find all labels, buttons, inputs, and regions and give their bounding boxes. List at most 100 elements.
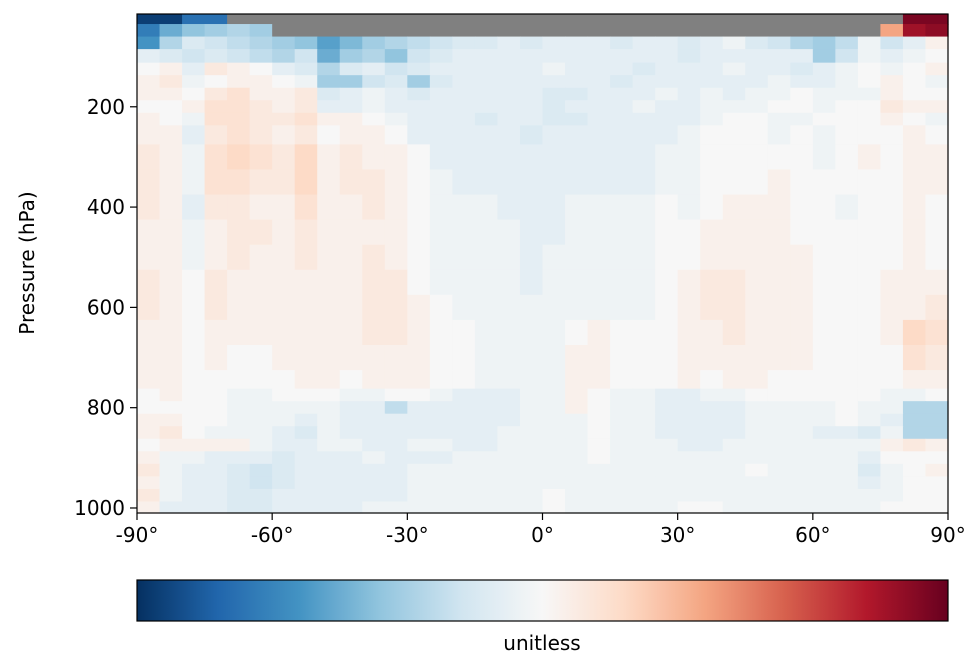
missing-cell (700, 14, 724, 25)
heatmap-cell (925, 501, 949, 514)
heatmap-cell (137, 426, 161, 440)
heatmap-cell (249, 75, 273, 89)
heatmap-cell (880, 144, 904, 171)
heatmap-cell (497, 112, 521, 126)
heatmap-cell (384, 426, 408, 440)
heatmap-cell (339, 501, 363, 514)
missing-cell (835, 14, 859, 25)
heatmap-cell (452, 219, 476, 246)
heatmap-cell (677, 87, 701, 101)
heatmap-cell (384, 244, 408, 271)
heatmap-cell (204, 169, 228, 196)
missing-cell (700, 24, 724, 38)
heatmap-cell (835, 62, 859, 76)
heatmap-cell (790, 401, 814, 415)
heatmap-cell (452, 294, 476, 321)
heatmap-cell (182, 388, 206, 402)
heatmap-cell (227, 244, 251, 271)
heatmap-cell (587, 87, 611, 101)
heatmap-cell (700, 413, 724, 427)
heatmap-cell (362, 244, 386, 271)
heatmap-cell (227, 426, 251, 440)
heatmap-cell (249, 244, 273, 271)
heatmap-cell (137, 413, 161, 427)
heatmap-cell (407, 488, 431, 503)
heatmap-cell (835, 244, 859, 271)
heatmap-cell (317, 426, 341, 440)
heatmap-cell (227, 112, 251, 126)
missing-cell (655, 24, 679, 38)
heatmap-cell (632, 112, 656, 126)
heatmap-cell (632, 49, 656, 64)
missing-cell (632, 14, 656, 25)
heatmap-cell (542, 49, 566, 64)
heatmap-cell (790, 438, 814, 452)
heatmap-cell (565, 463, 589, 477)
heatmap-cell (542, 169, 566, 196)
heatmap-cell (137, 144, 161, 171)
heatmap-cell (700, 219, 724, 246)
heatmap-cell (317, 244, 341, 271)
heatmap-cell (677, 319, 701, 346)
heatmap-cell (857, 476, 882, 490)
heatmap-cell (294, 62, 318, 76)
heatmap-cell (925, 125, 949, 145)
missing-cell (655, 14, 679, 25)
heatmap-cell (745, 501, 769, 514)
heatmap-cell (339, 125, 363, 145)
heatmap-cell (565, 388, 589, 402)
heatmap-cell (812, 488, 836, 503)
heatmap-cell (497, 194, 521, 221)
heatmap-cell (204, 401, 228, 415)
heatmap-cell (204, 451, 228, 465)
heatmap-cell (857, 501, 882, 514)
heatmap-cell (182, 87, 206, 101)
heatmap-cell (925, 36, 949, 50)
heatmap-cell (182, 62, 206, 76)
heatmap-cell (204, 75, 228, 89)
heatmap-cell (294, 219, 318, 246)
heatmap-cell (565, 112, 589, 126)
heatmap-cell (880, 125, 904, 145)
heatmap-cell (610, 294, 634, 321)
missing-cell (384, 24, 408, 38)
missing-cell (790, 14, 814, 25)
heatmap-cell (835, 426, 859, 440)
heatmap-cell (677, 144, 701, 171)
heatmap-cell (362, 426, 386, 440)
heatmap-cell (835, 488, 859, 503)
heatmap-cell (407, 219, 431, 246)
heatmap-cell (565, 413, 589, 427)
heatmap-cell (767, 49, 791, 64)
missing-cell (519, 14, 544, 25)
heatmap-cell (722, 388, 746, 402)
heatmap-cell (272, 100, 296, 114)
heatmap-cell (474, 370, 499, 390)
heatmap-cell (857, 125, 882, 145)
heatmap-cell (812, 75, 836, 89)
heatmap-cell (249, 488, 273, 503)
heatmap-cell (384, 169, 408, 196)
heatmap-cell (542, 244, 566, 271)
heatmap-cell (745, 75, 769, 89)
heatmap-cell (407, 438, 431, 452)
heatmap-cell (294, 488, 318, 503)
heatmap-cell (384, 476, 408, 490)
heatmap-cell (700, 125, 724, 145)
heatmap-cell (294, 370, 318, 390)
heatmap-cell (610, 269, 634, 296)
heatmap-cell (857, 344, 882, 371)
heatmap-cell (700, 36, 724, 50)
heatmap-cell (655, 144, 679, 171)
heatmap-cell (542, 344, 566, 371)
heatmap-cell (339, 36, 363, 50)
heatmap-cell (249, 62, 273, 76)
heatmap-cell (632, 476, 656, 490)
heatmap-cell (902, 501, 927, 514)
missing-cell (317, 24, 341, 38)
heatmap-cell (497, 87, 521, 101)
heatmap-cell (249, 144, 273, 171)
heatmap-cell (587, 401, 611, 415)
heatmap-cell (429, 319, 453, 346)
